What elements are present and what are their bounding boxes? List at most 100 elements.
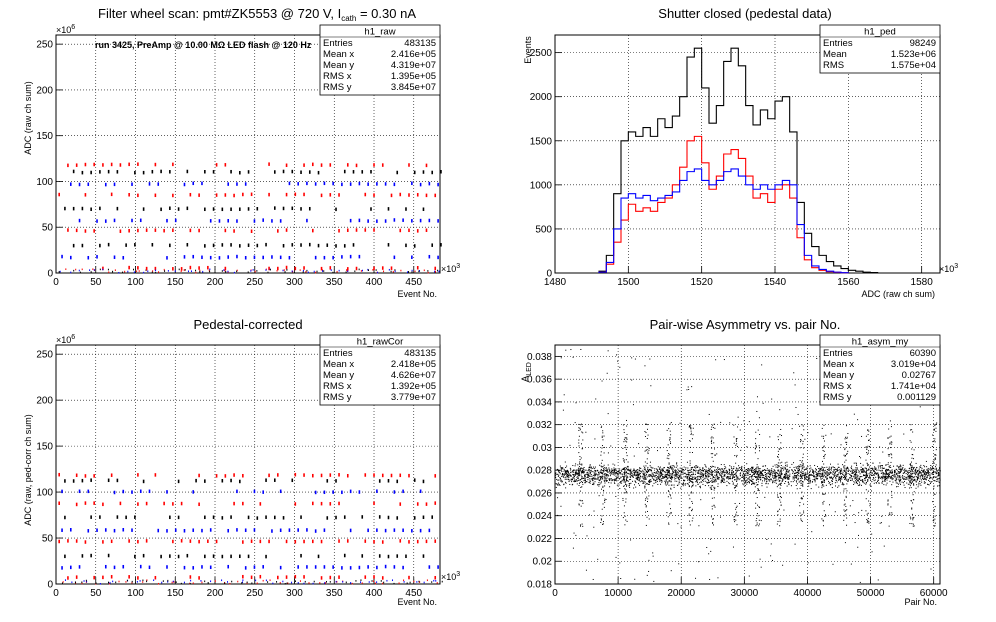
data-point [756,466,758,468]
data-point [732,471,734,473]
data-point [649,461,651,463]
data-point [848,479,850,481]
data-point [824,455,826,457]
data-point [658,471,660,473]
data-point [909,467,911,469]
data-point [934,438,936,440]
data-point [890,472,892,474]
data-point [891,513,893,515]
data-point [788,475,790,477]
data-point [916,471,918,473]
data-point [786,464,788,466]
data-point [338,575,340,579]
data-point [695,471,697,473]
data-point [628,485,630,487]
data-point [939,473,941,475]
data-point [195,478,197,483]
data-point [697,466,699,468]
data-point [682,483,684,485]
data-point [890,461,892,463]
data-point [910,441,912,443]
stats-value: 2.416e+05 [391,49,436,60]
data-point [575,479,577,481]
data-point [763,474,765,476]
data-point [303,192,305,197]
data-point [929,482,931,484]
data-point [696,480,698,482]
data-point [930,473,932,475]
data-point [881,472,883,474]
data-point [689,475,691,477]
data-point [770,478,772,480]
data-point [890,435,892,437]
data-point [428,254,431,259]
data-point [338,501,340,506]
data-point [657,477,659,479]
data-point [635,482,637,484]
data-point [600,482,602,484]
data-point [584,482,586,484]
data-point [796,471,798,473]
data-point [823,485,825,487]
data-point [895,479,897,481]
data-point [624,437,626,439]
data-point [868,430,870,432]
data-point [838,472,840,474]
data-point [128,575,130,579]
data-point [912,479,914,481]
data-point [590,470,592,472]
data-point [742,483,744,485]
data-point [780,504,782,506]
data-point [759,434,761,436]
data-point [711,473,713,475]
data-point [390,473,393,478]
data-point [256,207,259,211]
data-point [138,270,140,272]
data-point [563,468,565,470]
data-point [935,454,937,456]
data-point [282,269,284,272]
data-point [733,424,735,426]
data-point [725,477,727,479]
data-point [645,423,647,425]
data-point [887,476,889,478]
data-point [644,450,646,452]
data-point [669,480,671,482]
data-point [587,470,589,472]
data-point [905,476,907,478]
data-point [863,470,865,472]
data-point [842,484,844,486]
data-point [688,425,690,427]
data-point [652,467,654,469]
data-point [317,554,320,559]
stats-value: 483135 [404,348,436,359]
data-point [730,466,732,468]
data-point [691,492,693,494]
data-point [720,464,722,466]
data-point [891,443,893,445]
data-point [817,475,819,477]
data-point [776,472,778,474]
y-tick-label: 250 [36,350,53,361]
data-point [931,467,933,469]
data-point [601,478,603,480]
data-point [885,477,887,479]
data-point [644,478,646,480]
data-point [637,472,639,474]
data-point [606,469,608,471]
data-point [813,479,815,481]
data-point [721,480,723,482]
data-point [720,481,722,483]
data-point [73,269,75,272]
data-point [910,465,912,467]
data-point [720,475,722,477]
data-point [758,474,760,476]
data-point [869,466,871,468]
data-point [850,474,852,476]
data-point [695,476,697,478]
data-point [408,271,410,273]
data-point [891,490,893,492]
data-point [329,266,332,270]
data-point [609,470,611,472]
data-point [928,484,930,486]
